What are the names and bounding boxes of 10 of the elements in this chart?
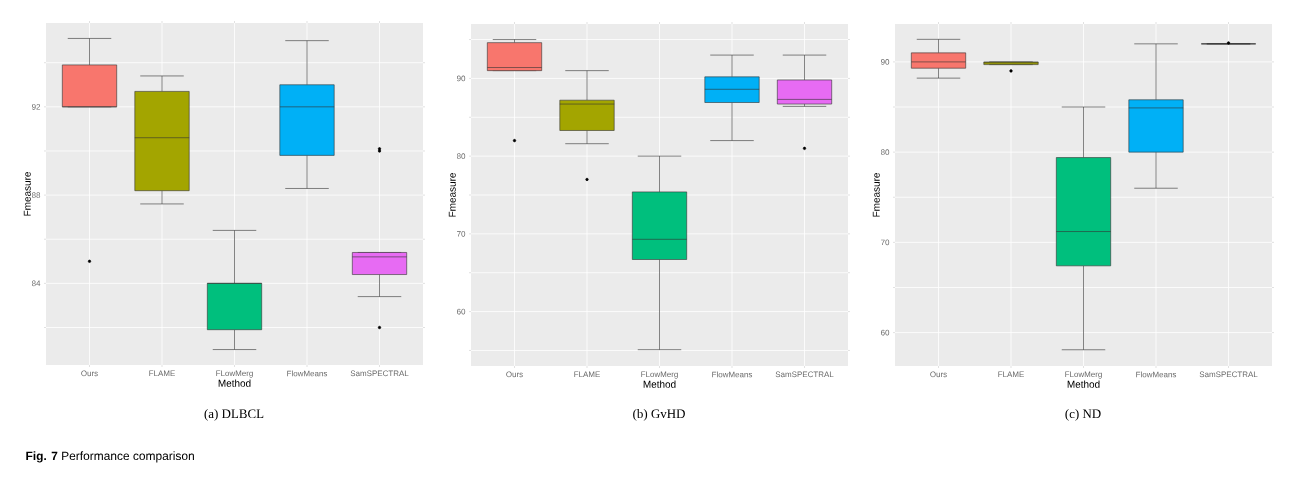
x-axis-title: Method: [218, 379, 251, 387]
x-axis-title: Method: [643, 380, 676, 388]
text: Fig. 7 Performance comparison: [26, 451, 194, 463]
text: (a) DLBCL: [204, 409, 264, 421]
x-axis-title: Method: [1067, 380, 1100, 388]
text: (c) ND: [1065, 409, 1101, 421]
text: (b) GvHD: [633, 409, 685, 421]
y-axis-title: Fmeasure: [448, 173, 456, 217]
y-axis-title: Fmeasure: [872, 173, 880, 217]
y-axis-title: Fmeasure: [23, 172, 31, 216]
